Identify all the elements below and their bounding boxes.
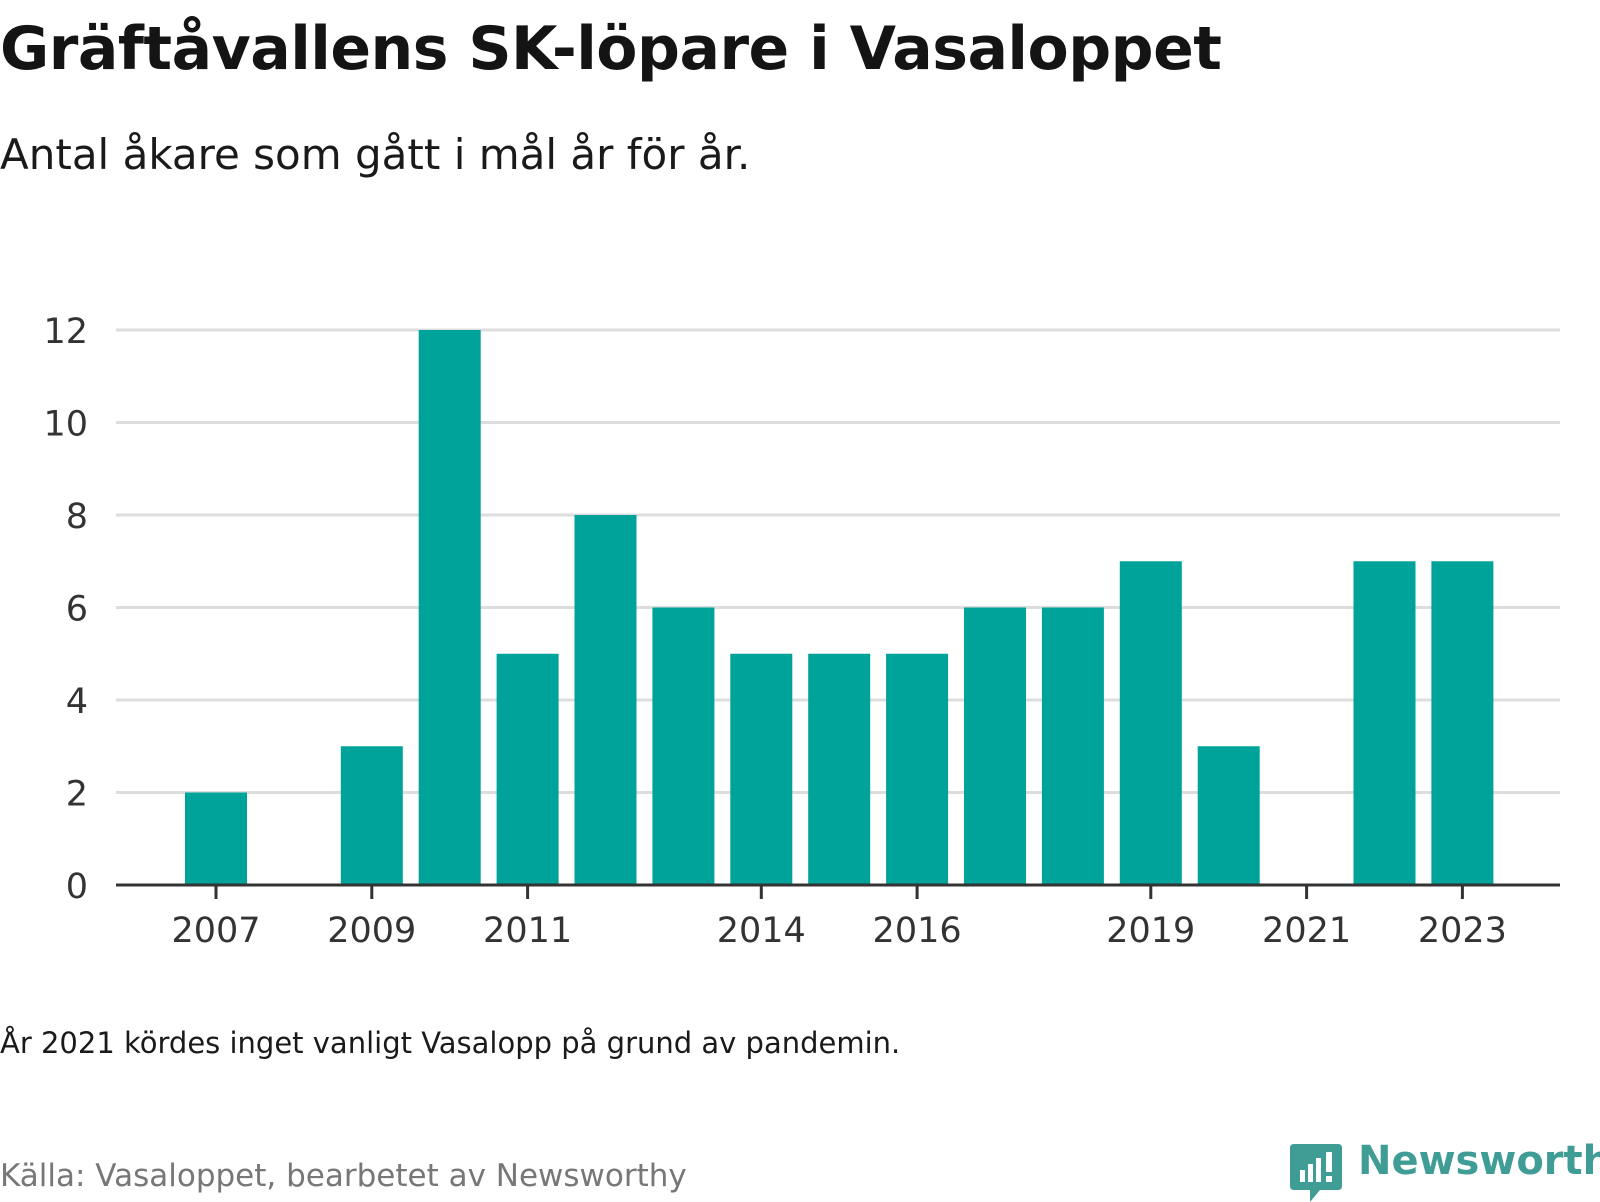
bar-2016 bbox=[886, 653, 949, 885]
x-tick-label: 2014 bbox=[717, 911, 806, 951]
x-tick-label: 2009 bbox=[327, 911, 416, 951]
bar-2014 bbox=[730, 653, 793, 885]
y-tick-label: 4 bbox=[66, 682, 88, 722]
newsworthy-logo-icon bbox=[1290, 1144, 1342, 1202]
x-axis: 2007 2009 2011 2014 2016 2019 2021 2023 bbox=[116, 883, 1560, 951]
x-tick-label: 2023 bbox=[1418, 911, 1507, 951]
x-tick-label: 2021 bbox=[1262, 911, 1351, 951]
bar-2019 bbox=[1119, 561, 1182, 885]
bar-2023 bbox=[1431, 561, 1494, 885]
bar-2009 bbox=[340, 746, 403, 885]
chart-title: Gräftåvallens SK-löpare i Vasaloppet bbox=[0, 14, 1222, 84]
bar-2007 bbox=[185, 792, 247, 885]
x-tick-label: 2011 bbox=[483, 911, 572, 951]
brand-name: Newsworthy bbox=[1358, 1138, 1600, 1184]
x-tick-label: 2007 bbox=[171, 911, 260, 951]
bar-2013 bbox=[652, 607, 715, 885]
bar-2012 bbox=[574, 515, 637, 885]
bar-2015 bbox=[808, 653, 871, 885]
bar-2020 bbox=[1197, 746, 1260, 885]
y-tick-label: 2 bbox=[66, 775, 88, 815]
bar-2018 bbox=[1041, 607, 1104, 885]
bar-2022 bbox=[1353, 561, 1416, 885]
y-tick-label: 8 bbox=[66, 497, 88, 537]
bars bbox=[185, 330, 1494, 885]
y-tick-label: 12 bbox=[43, 312, 88, 352]
gridlines bbox=[116, 328, 1560, 794]
y-tick-label: 6 bbox=[66, 590, 88, 630]
chart-subtitle: Antal åkare som gått i mål år för år. bbox=[0, 130, 751, 179]
x-tick-label: 2019 bbox=[1106, 911, 1195, 951]
x-tick-label: 2016 bbox=[873, 911, 962, 951]
bar-2010 bbox=[418, 330, 481, 885]
source-credit: Källa: Vasaloppet, bearbetet av Newswort… bbox=[0, 1158, 687, 1194]
y-tick-label: 10 bbox=[43, 405, 88, 445]
chart-note: År 2021 kördes inget vanligt Vasalopp på… bbox=[0, 1026, 901, 1060]
y-axis-ticks: 0 2 4 6 8 10 12 bbox=[43, 312, 88, 907]
bar-2011 bbox=[496, 653, 559, 885]
y-tick-label: 0 bbox=[66, 867, 88, 907]
bar-2017 bbox=[964, 607, 1026, 885]
